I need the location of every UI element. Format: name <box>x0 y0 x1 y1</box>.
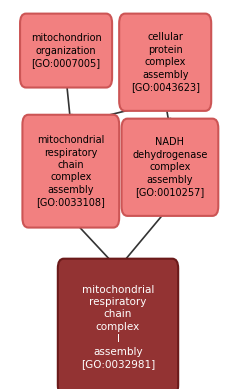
Text: NADH
dehydrogenase
complex
assembly
[GO:0010257]: NADH dehydrogenase complex assembly [GO:… <box>132 137 208 197</box>
FancyBboxPatch shape <box>58 259 178 389</box>
Text: mitochondrial
respiratory
chain
complex
I
assembly
[GO:0032981]: mitochondrial respiratory chain complex … <box>81 285 155 369</box>
Text: cellular
protein
complex
assembly
[GO:0043623]: cellular protein complex assembly [GO:00… <box>131 32 200 92</box>
FancyBboxPatch shape <box>22 115 119 228</box>
Text: mitochondrial
respiratory
chain
complex
assembly
[GO:0033108]: mitochondrial respiratory chain complex … <box>36 135 105 207</box>
FancyBboxPatch shape <box>20 14 112 88</box>
Text: mitochondrion
organization
[GO:0007005]: mitochondrion organization [GO:0007005] <box>31 33 101 68</box>
FancyBboxPatch shape <box>122 119 218 216</box>
FancyBboxPatch shape <box>119 14 211 111</box>
